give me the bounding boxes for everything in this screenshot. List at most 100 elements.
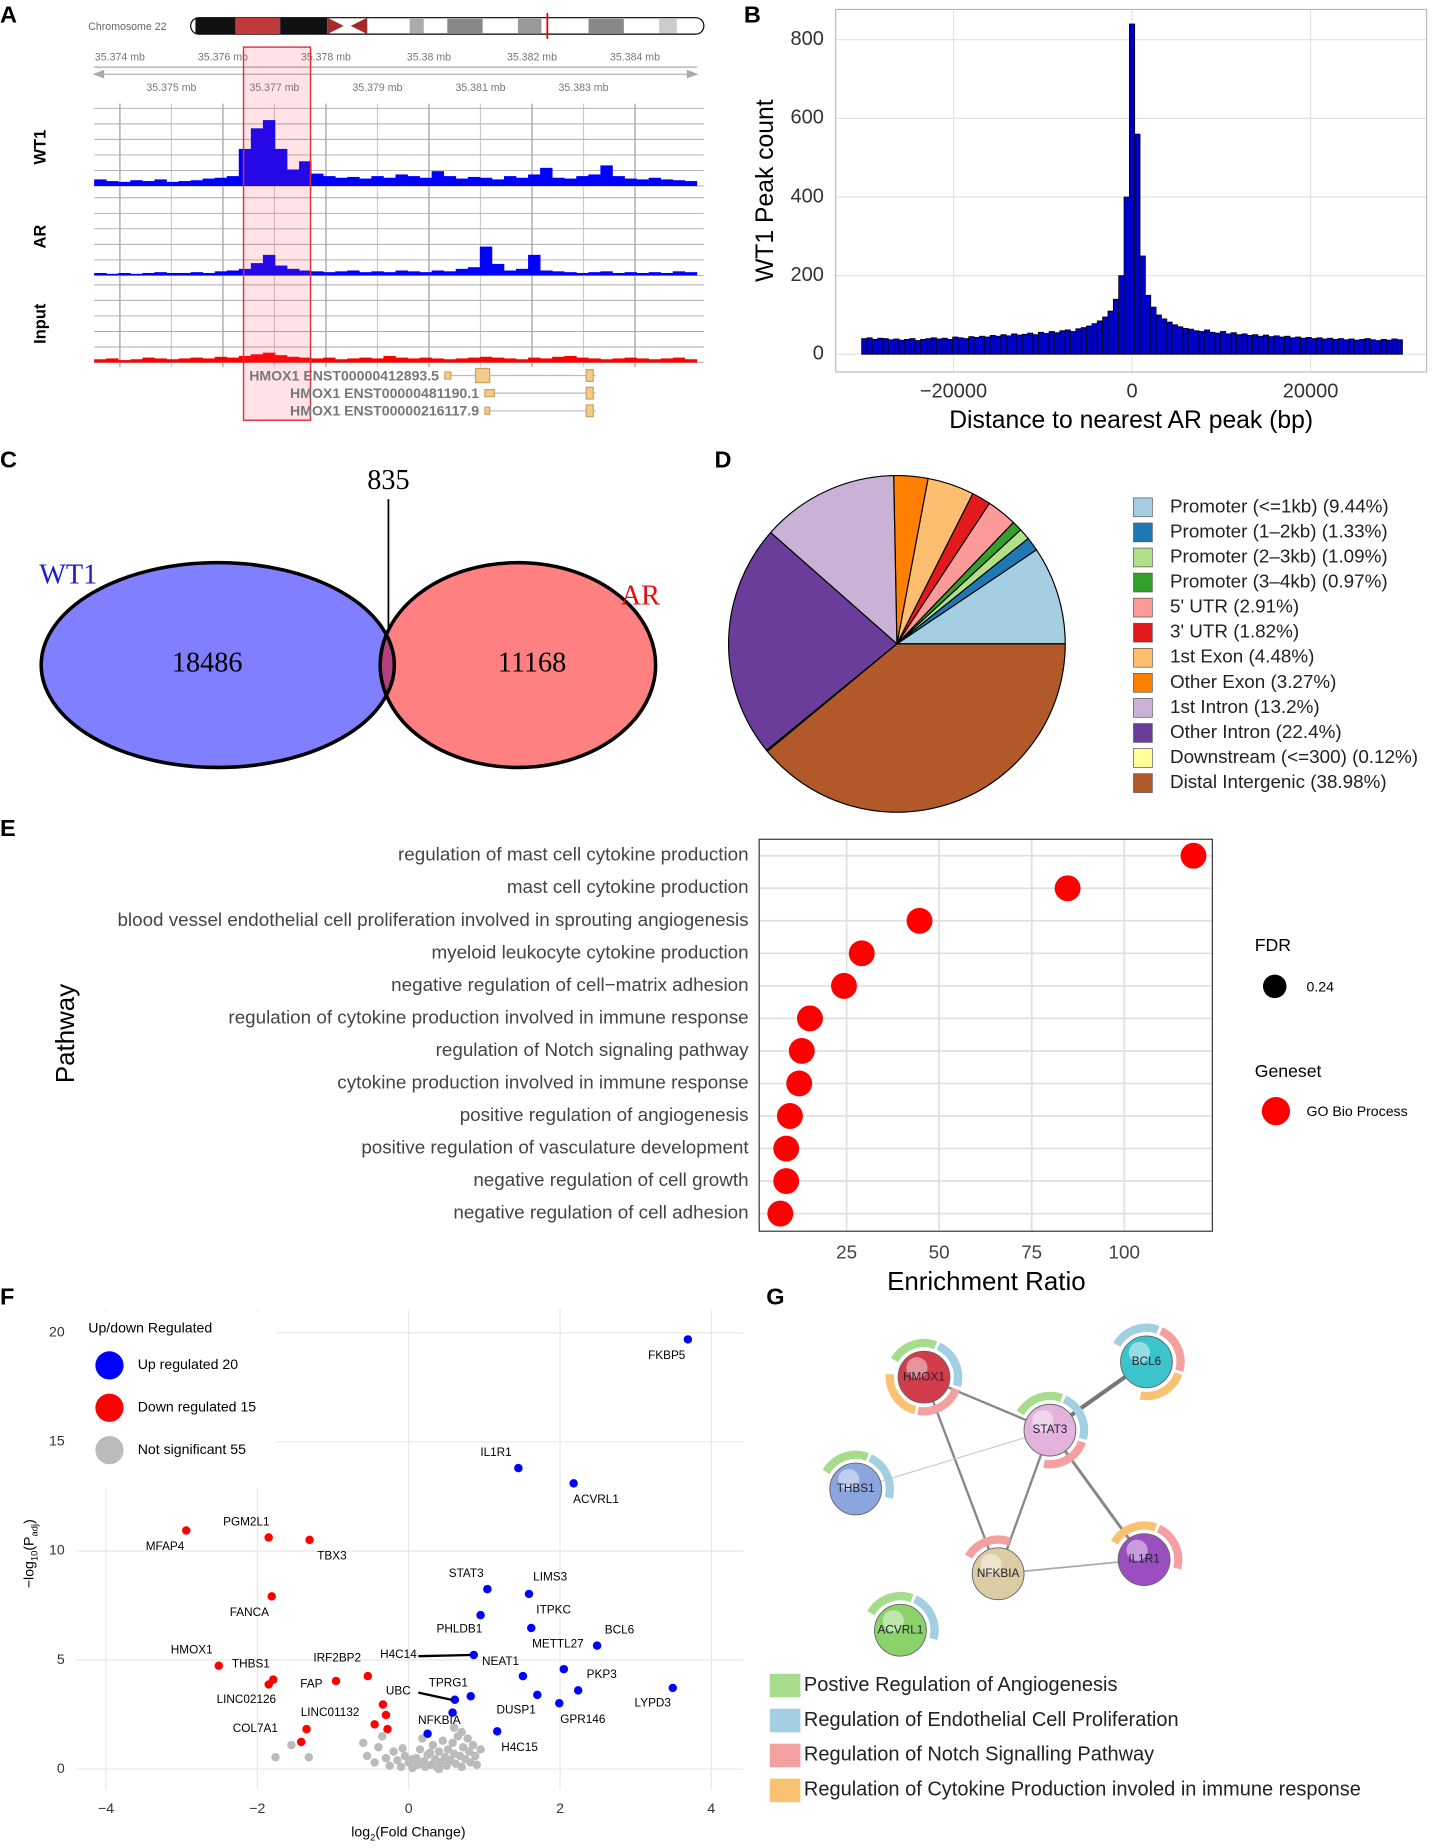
coverage-bar <box>335 177 348 186</box>
dot <box>786 1070 813 1097</box>
histogram-bar <box>1021 333 1028 355</box>
track-label: AR <box>32 225 50 249</box>
histogram-bar <box>861 338 868 355</box>
coverage-bar <box>226 270 240 276</box>
dot <box>773 1135 800 1162</box>
legend-label: Downstream (<=300) (0.12%) <box>1170 746 1418 767</box>
x-tick-label: 35.378 mb <box>301 51 351 63</box>
point-label: BCL6 <box>605 1623 635 1636</box>
coverage-bar <box>106 358 119 363</box>
y-axis-label: −log10(Padj) <box>20 1519 39 1588</box>
coverage-bar <box>154 179 167 186</box>
point <box>297 1737 306 1747</box>
legend-label: Distal Intergenic (38.98%) <box>1170 771 1387 792</box>
legend-label: Down regulated 15 <box>138 1399 257 1415</box>
x-tick-label: 35.375 mb <box>146 82 196 94</box>
histogram-bar <box>888 339 895 355</box>
coverage-bar <box>491 357 505 363</box>
legend-label: Promoter (2–3kb) (1.09%) <box>1170 545 1388 566</box>
histogram-bar <box>973 337 980 355</box>
y-tick-label: 15 <box>49 1433 65 1449</box>
histogram-bar <box>1193 330 1200 355</box>
histogram-bar <box>1214 332 1221 355</box>
x-axis-label: Distance to nearest AR peak (bp) <box>949 407 1313 434</box>
coverage-bar <box>118 360 131 363</box>
node-annotation-arc <box>867 1592 914 1616</box>
point <box>304 1753 314 1762</box>
panel-label: B <box>744 2 761 28</box>
y-tick-label: 20 <box>49 1324 65 1340</box>
histogram-bar <box>995 335 1002 355</box>
histogram-bar <box>1171 324 1178 355</box>
node-label: NFKBIA <box>977 1567 1020 1580</box>
coverage-bar <box>588 272 601 276</box>
coverage-bar <box>443 271 457 276</box>
point <box>383 1724 392 1734</box>
histogram-bar <box>1107 310 1114 355</box>
set-count: 18486 <box>172 648 243 679</box>
point <box>476 1745 485 1754</box>
coverage-bar <box>274 265 288 276</box>
dot <box>796 1005 823 1032</box>
panel-label: D <box>714 447 731 473</box>
legend-key <box>95 1393 124 1422</box>
coverage-bar <box>648 272 662 276</box>
point-label: IL1R1 <box>480 1446 511 1459</box>
legend-swatch <box>769 1778 801 1803</box>
x-tick-label: 25 <box>836 1242 857 1263</box>
legend-swatch <box>1133 748 1153 768</box>
y-tick-label: negative regulation of cell growth <box>473 1169 748 1190</box>
track-label: WT1 <box>32 130 50 165</box>
coverage-bar <box>94 272 107 276</box>
coverage-bar <box>395 357 408 363</box>
histogram-bar <box>1359 338 1366 355</box>
network-node <box>971 1547 1025 1601</box>
point <box>457 1727 466 1737</box>
y-tick-label: regulation of cytokine production involv… <box>228 1006 748 1027</box>
coverage-bar <box>660 272 674 276</box>
coverage-bar <box>142 272 155 276</box>
histogram-bar <box>1032 334 1039 355</box>
coverage-bar <box>190 357 203 363</box>
coverage-bar <box>431 171 445 186</box>
legend-key <box>95 1351 124 1380</box>
histogram-bar <box>1230 332 1237 355</box>
coverage-bar <box>588 174 601 186</box>
point <box>438 1736 447 1745</box>
coverage-bar <box>431 270 445 276</box>
histogram-bar <box>930 337 937 355</box>
coverage-bar <box>540 167 553 186</box>
coverage-bar <box>359 178 372 186</box>
point <box>359 1738 368 1748</box>
point <box>483 1584 492 1594</box>
point <box>434 1747 444 1756</box>
coverage-bar <box>190 180 203 186</box>
legend-label: Up regulated 20 <box>138 1356 239 1372</box>
histogram-bar <box>957 337 964 355</box>
coverage-bar <box>564 178 577 186</box>
histogram-bar <box>1043 333 1050 355</box>
coverage-bar <box>552 271 565 276</box>
legend-label: 0.24 <box>1307 978 1335 994</box>
x-tick-label: 2 <box>556 1800 564 1816</box>
legend-swatch <box>769 1673 801 1698</box>
coverage-bar <box>383 355 396 363</box>
legend-swatch <box>1133 497 1153 518</box>
coverage-bar <box>419 272 433 276</box>
histogram-bar <box>1118 275 1125 355</box>
histogram-bar <box>1150 306 1157 355</box>
histogram-bar <box>1273 335 1280 355</box>
legend-title: FDR <box>1255 935 1291 955</box>
x-axis-label: log2(Fold Change) <box>351 1823 465 1842</box>
y-tick-label: regulation of Notch signaling pathway <box>436 1039 750 1060</box>
histogram-bar <box>989 335 996 355</box>
coverage-bar <box>371 358 384 363</box>
point <box>449 1723 459 1732</box>
coverage-bar <box>335 271 348 276</box>
histogram-bar <box>1343 339 1350 355</box>
point-label: PHLDB1 <box>436 1622 482 1635</box>
node-annotation-arc <box>917 1387 960 1416</box>
x-tick-label: 35.374 mb <box>95 51 145 63</box>
point <box>463 1734 472 1743</box>
